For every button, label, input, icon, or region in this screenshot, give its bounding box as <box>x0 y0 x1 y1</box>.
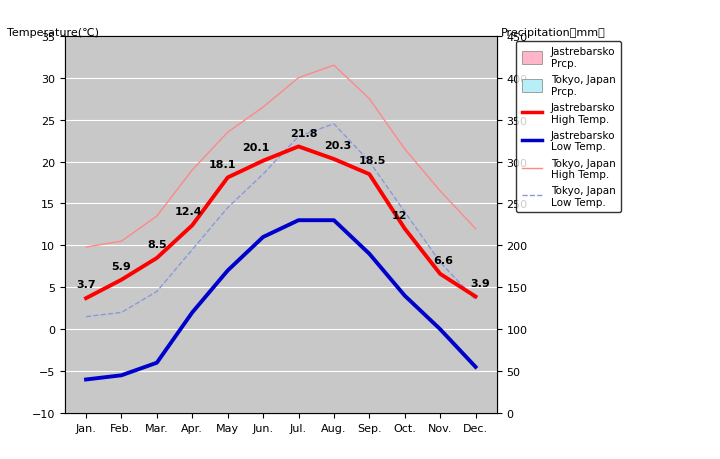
Text: Temperature(℃): Temperature(℃) <box>7 28 99 38</box>
Text: 20.1: 20.1 <box>243 142 270 152</box>
Bar <box>179 361 192 413</box>
Text: 5.9: 5.9 <box>112 261 131 271</box>
Bar <box>193 304 206 413</box>
Bar <box>214 348 228 413</box>
Bar <box>405 248 418 413</box>
Bar <box>334 273 348 413</box>
Bar <box>86 369 100 413</box>
Text: 3.9: 3.9 <box>470 278 490 288</box>
Legend: Jastrebarsko
Prcp., Tokyo, Japan
Prcp., Jastrebarsko
High Temp., Jastrebarsko
Lo: Jastrebarsko Prcp., Tokyo, Japan Prcp., … <box>516 42 621 213</box>
Text: 8.5: 8.5 <box>147 240 166 250</box>
Bar <box>391 356 405 413</box>
Text: 20.3: 20.3 <box>324 141 351 151</box>
Text: 18.1: 18.1 <box>209 159 236 169</box>
Text: 6.6: 6.6 <box>433 255 454 265</box>
Bar <box>441 336 454 413</box>
Text: 12.4: 12.4 <box>175 207 202 217</box>
Bar <box>462 367 475 413</box>
Bar <box>356 348 369 413</box>
Text: 3.7: 3.7 <box>76 280 96 290</box>
Bar <box>249 325 263 413</box>
Bar <box>143 367 156 413</box>
Text: Precipitation（mm）: Precipitation（mm） <box>500 28 605 38</box>
Bar <box>228 290 241 413</box>
Text: 12: 12 <box>392 210 408 220</box>
Text: 21.8: 21.8 <box>290 128 318 138</box>
Bar <box>108 380 121 413</box>
Bar <box>284 345 298 413</box>
Text: 18.5: 18.5 <box>359 156 387 166</box>
Bar <box>320 346 333 413</box>
Bar <box>476 380 490 413</box>
Bar <box>122 366 135 413</box>
Bar <box>369 237 383 413</box>
Bar <box>426 346 440 413</box>
Bar <box>157 315 171 413</box>
Bar <box>299 284 312 413</box>
Bar <box>72 381 86 413</box>
Bar <box>264 273 277 413</box>
